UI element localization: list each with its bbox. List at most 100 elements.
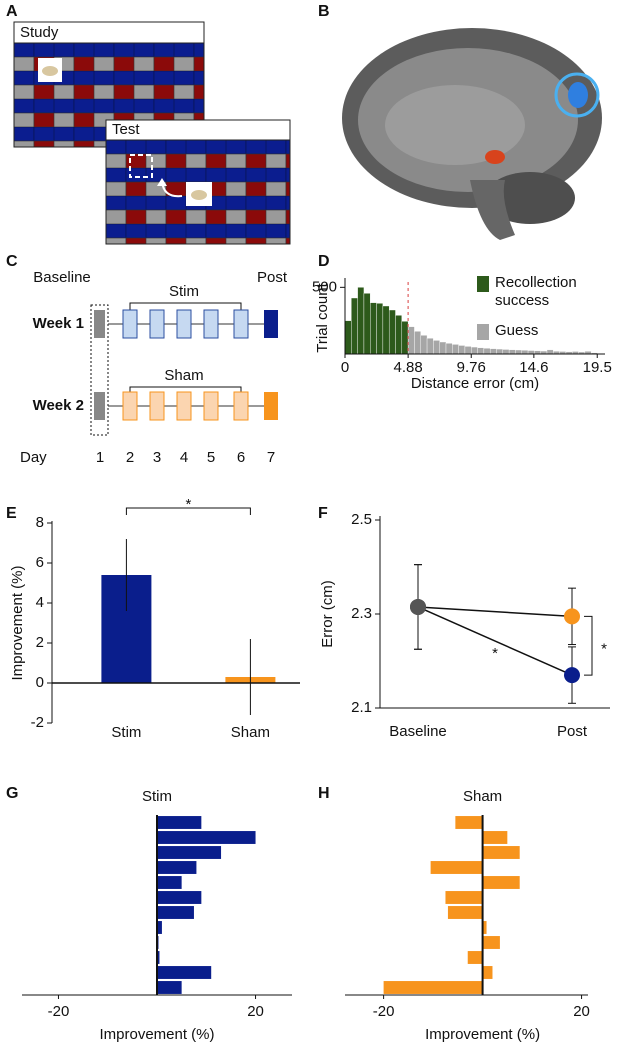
legend-swatch [477,276,489,292]
bar [407,326,415,355]
bar [445,343,453,355]
session [94,310,105,338]
legend-label: Recollection success [495,274,577,309]
bar [157,816,202,829]
bar [376,303,384,355]
y-tick-label: 2.5 [351,511,372,528]
day: 3 [153,449,161,466]
target-box [129,154,153,178]
bar [482,936,500,949]
bar [420,335,428,355]
x-tick-label: Stim [111,724,141,741]
panel-label: C [6,253,18,270]
target-circle [554,72,600,118]
point [564,667,580,684]
bracket [129,302,242,310]
session [176,309,192,339]
x-tick-label: Post [557,723,588,740]
baseline-box [90,304,109,436]
annotation: * [492,645,498,662]
x-tick-label: Baseline [389,723,447,740]
series-line [417,606,573,618]
session [176,391,192,421]
chart-title: Stim [142,788,172,805]
bar [482,876,520,889]
legend-label-box: Guess [495,322,539,339]
arrow-head [157,178,167,186]
test-title: Test [112,121,140,138]
bar [482,831,508,844]
x-tick-label: 4.88 [394,359,423,376]
activation [568,82,588,108]
bar [471,346,478,355]
sham-sessions [122,391,249,421]
week-label: Week 2 [33,397,84,414]
panel-label: F [318,505,328,522]
bar [388,309,396,355]
session [122,309,138,339]
y-axis-label: Error (cm) [319,580,336,648]
bar [482,846,520,859]
session [149,391,165,421]
session [264,392,278,420]
legend-label: Guess [495,322,539,339]
day-label: Day [20,449,47,466]
panel-label: D [318,253,330,270]
day: 2 [126,449,134,466]
bar [455,816,483,829]
bracket [129,386,242,394]
panel-label: H [318,785,330,802]
bar [357,287,365,355]
bar [157,951,160,964]
bar [344,320,352,355]
x-tick-label: 19.5 [583,359,612,376]
panel-label: G [6,785,18,802]
bar [482,921,487,934]
study-title: Study [20,24,59,41]
session [122,391,138,421]
session [94,392,105,420]
bar [401,321,409,355]
x-tick-label: -20 [373,1003,395,1020]
bar [433,340,440,355]
session [149,309,165,339]
bar [382,305,390,355]
brain-tissue [385,85,525,165]
y-tick-label: 500 [312,278,337,295]
bar [157,966,212,979]
bar [157,861,197,874]
session [233,309,249,339]
bar [482,966,493,979]
bar [157,981,182,994]
y-tick-label: 0 [36,674,44,691]
y-tick-label: 2.1 [351,699,372,716]
day: 6 [237,449,245,466]
y-axis-label: Trial count [314,282,331,352]
y-tick-label: -2 [31,714,44,731]
bar [458,345,466,355]
legend-label-box: Recollection success [495,274,577,309]
x-tick-label: 9.76 [457,359,486,376]
bar [477,347,485,355]
x-tick-label: 20 [247,1003,264,1020]
point [410,598,426,615]
session [233,391,249,421]
bar [430,861,483,874]
design-diagram: Baseline Post Stim Sham Week 1 Week 2 Da… [20,269,288,466]
bar [383,981,483,994]
x-axis-label: Improvement (%) [425,1026,540,1043]
object-icon [191,190,207,200]
day: 4 [180,449,188,466]
object-icon [42,66,58,76]
bar [363,293,371,355]
panel-label: A [6,3,18,20]
bar [439,341,447,355]
panel-label: E [6,505,17,522]
series-line [417,606,573,676]
bar [395,315,403,355]
y-tick-label: 8 [36,514,44,531]
sham-label: Sham [164,367,203,384]
bar [452,344,459,355]
baseline-label: Baseline [33,269,91,286]
